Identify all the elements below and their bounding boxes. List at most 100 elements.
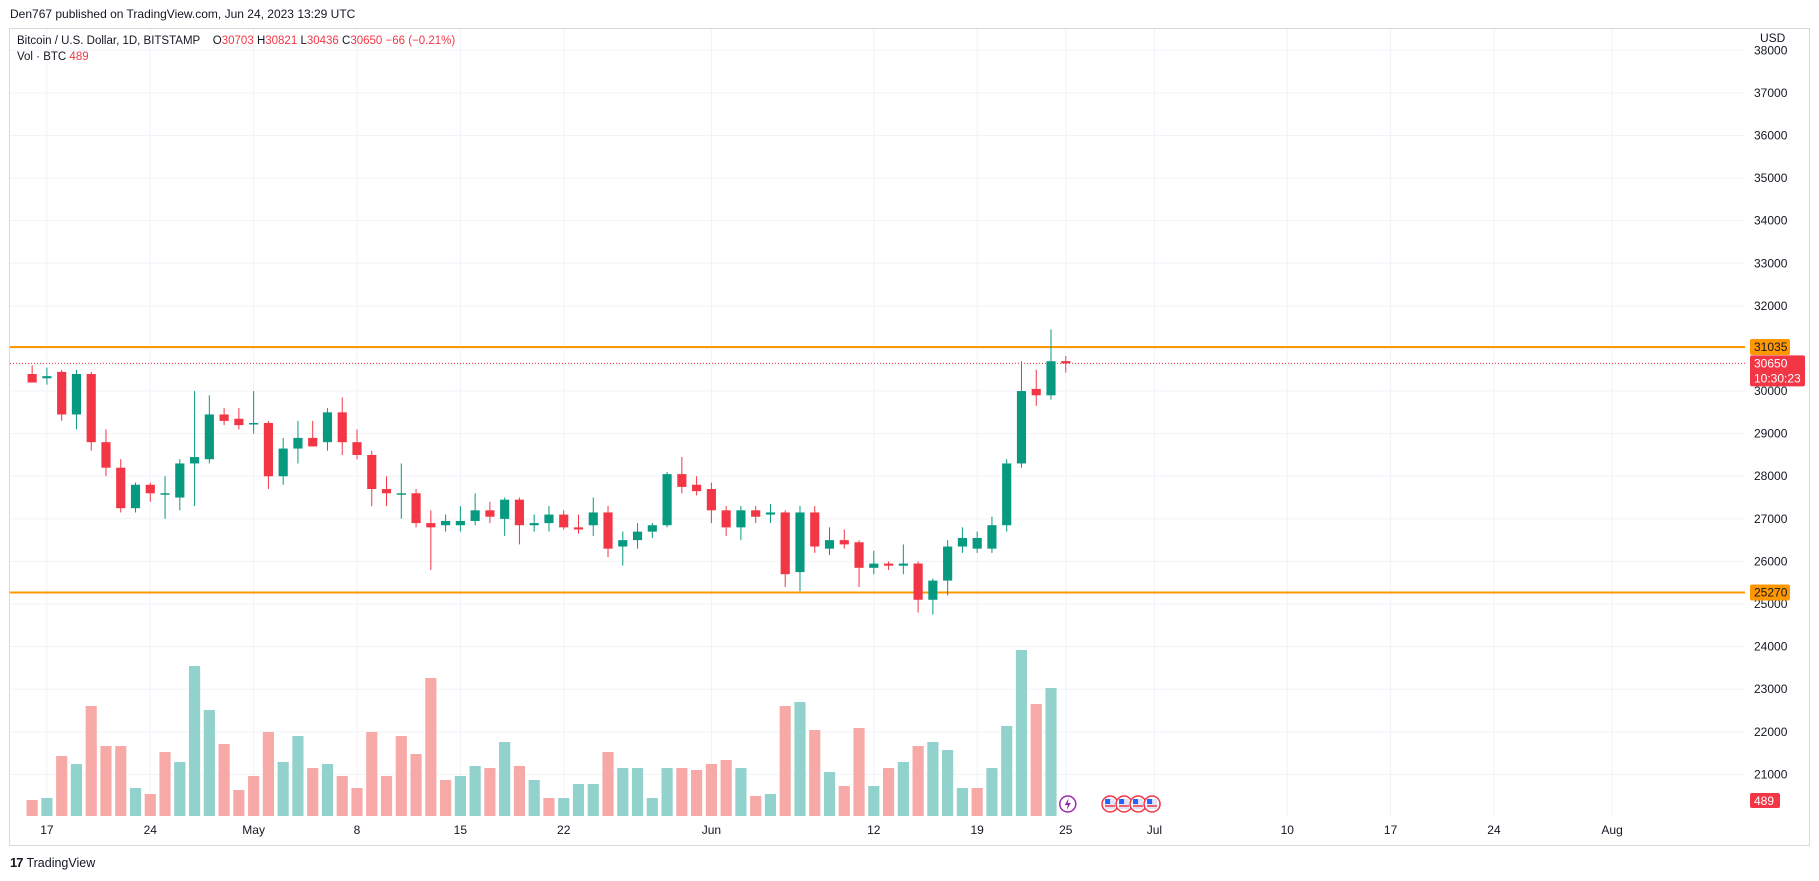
volume-label: Vol · BTC xyxy=(17,51,67,63)
candle-body xyxy=(249,423,259,425)
candle-body xyxy=(470,510,480,521)
price-axis-tick-label: 23000 xyxy=(1754,682,1788,696)
candle-body xyxy=(721,510,731,528)
candle-body xyxy=(278,448,288,477)
candle-body xyxy=(219,414,229,421)
volume-bar xyxy=(1015,650,1028,816)
candle-body xyxy=(987,525,997,549)
level-price-badge xyxy=(1750,338,1790,355)
price-axis-tick-label: 37000 xyxy=(1754,86,1788,100)
volume-bar xyxy=(1045,688,1057,816)
volume-bar xyxy=(705,764,717,816)
candle-body xyxy=(116,467,126,509)
open-label: O xyxy=(212,35,222,47)
candle-body xyxy=(618,540,628,547)
time-axis-tick-label: 24 xyxy=(144,823,158,837)
candle-body xyxy=(810,512,820,547)
candle-body xyxy=(544,514,554,524)
close-label: C xyxy=(342,35,351,47)
last-volume-badge xyxy=(1750,793,1780,808)
level-price-badge-label: 25270 xyxy=(1754,586,1788,600)
price-axis-tick-label: 32000 xyxy=(1754,299,1788,313)
close-value: 30650 xyxy=(350,35,383,47)
candle-body xyxy=(485,510,495,517)
candle-body xyxy=(411,493,421,524)
candle-body xyxy=(441,520,451,526)
volume-bar xyxy=(956,788,968,816)
candle-body xyxy=(101,442,111,468)
candle-body xyxy=(943,546,953,581)
volume-bar xyxy=(1030,704,1042,816)
price-axis-tick-label: 38000 xyxy=(1754,43,1788,57)
volume-bar xyxy=(794,702,806,816)
candle-body xyxy=(455,520,465,526)
candle-body xyxy=(234,418,244,426)
volume-bar xyxy=(233,790,245,816)
candle-body xyxy=(145,484,155,494)
time-axis-tick-label: 10 xyxy=(1281,823,1295,837)
volume-bar xyxy=(440,780,452,816)
candle-body xyxy=(632,531,643,541)
price-axis-tick-label: 25000 xyxy=(1754,597,1788,611)
volume-bar xyxy=(85,706,97,816)
candle-body xyxy=(1061,361,1071,364)
volume-bar xyxy=(779,706,791,816)
candle-body xyxy=(1046,361,1056,396)
volume-bar xyxy=(454,776,466,816)
candle-body xyxy=(736,510,746,528)
volume-bar xyxy=(351,788,363,816)
candle-body xyxy=(322,412,333,443)
candle-body xyxy=(869,563,879,568)
time-axis-tick-label: Jun xyxy=(702,823,721,837)
candle-body xyxy=(883,563,894,566)
time-axis-tick-label: Jul xyxy=(1147,823,1162,837)
last-price-countdown: 10:30:23 xyxy=(1754,371,1801,385)
volume-bar xyxy=(26,800,38,816)
volume-bar xyxy=(292,736,304,816)
volume-bar xyxy=(602,752,614,816)
time-axis-tick-label: May xyxy=(242,823,265,837)
footer-branding[interactable]: 17 TradingView xyxy=(10,855,95,870)
volume-bar xyxy=(720,760,732,816)
volume-bar xyxy=(528,780,540,816)
candle-body xyxy=(160,493,170,495)
volume-bar xyxy=(543,798,555,816)
candle-body xyxy=(130,484,141,509)
candle-body xyxy=(647,525,657,532)
level-price-badge-label: 31035 xyxy=(1754,340,1788,354)
volume-bar xyxy=(631,768,644,816)
symbol-legend: Bitcoin / U.S. Dollar, 1D, BITSTAMP O307… xyxy=(17,35,455,47)
candle-body xyxy=(71,374,82,415)
time-axis-tick-label: 19 xyxy=(970,823,984,837)
candle-body xyxy=(86,374,96,443)
candle-body xyxy=(42,376,52,379)
volume-bar xyxy=(262,732,274,816)
volume-bar xyxy=(129,788,142,816)
candle-body xyxy=(824,540,835,549)
candle-body xyxy=(204,414,214,460)
level-price-badge xyxy=(1750,584,1790,601)
symbol-name: Bitcoin / U.S. Dollar, 1D, BITSTAMP xyxy=(17,35,200,47)
volume-bar xyxy=(218,744,230,816)
price-axis-tick-label: 24000 xyxy=(1754,640,1788,654)
last-volume-badge-label: 489 xyxy=(1754,794,1774,808)
volume-bar xyxy=(366,732,378,816)
volume-bar xyxy=(248,776,260,816)
candle-body xyxy=(898,563,908,566)
volume-bar xyxy=(395,736,407,816)
volume-bar xyxy=(986,768,998,816)
candle-body xyxy=(559,514,569,528)
low-label: L xyxy=(300,35,307,47)
time-axis-tick-label: 17 xyxy=(1384,823,1398,837)
volume-bar xyxy=(735,768,747,816)
candle-body xyxy=(293,437,303,449)
price-axis-tick-label: 35000 xyxy=(1754,171,1788,185)
volume-bar xyxy=(912,746,924,816)
price-axis-tick-label: 30000 xyxy=(1754,384,1788,398)
chart-frame xyxy=(9,28,1810,846)
volume-bar xyxy=(100,746,112,816)
us-flag-canton-icon xyxy=(1105,799,1111,804)
volume-bar xyxy=(572,784,585,816)
volume-bar xyxy=(927,742,939,816)
